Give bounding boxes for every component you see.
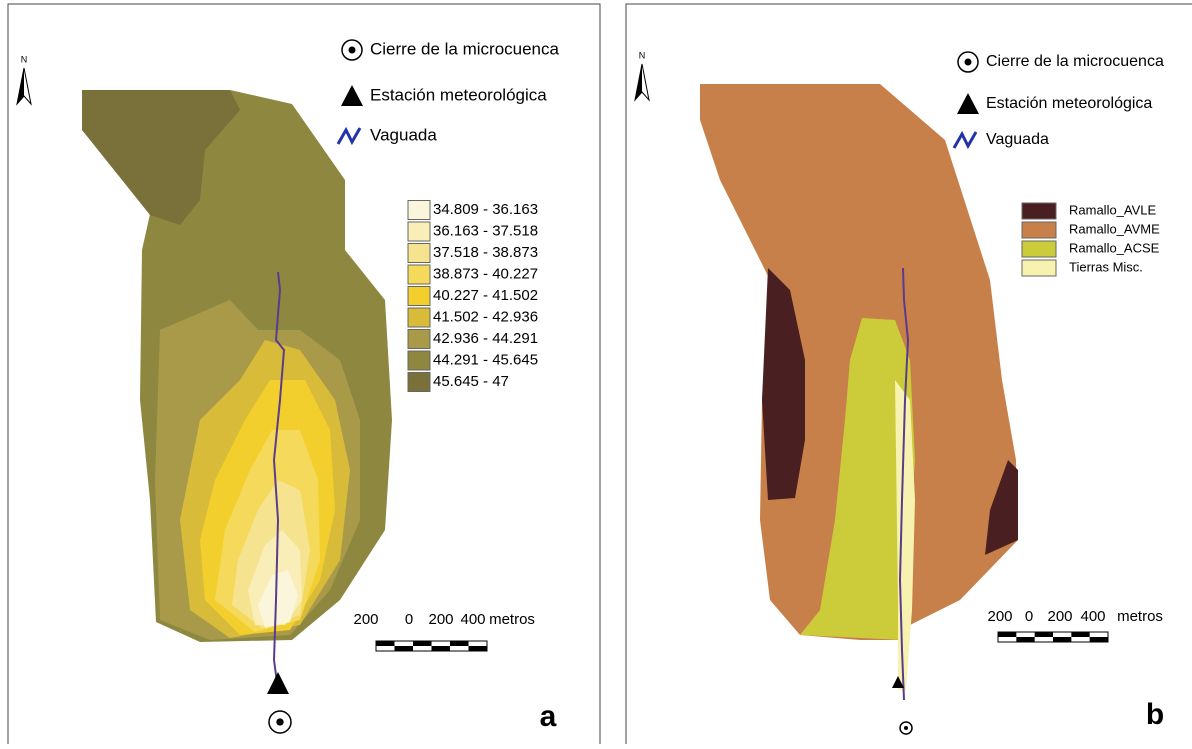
- legend-label: 37.518 - 38.873: [433, 244, 538, 261]
- legend-label: Estación meteorológica: [370, 85, 547, 104]
- thalweg-symbol: [336, 126, 362, 146]
- legend-swatch: [407, 200, 431, 220]
- legend-swatch: [407, 329, 431, 349]
- legend-swatch: [1021, 240, 1057, 258]
- closure-marker: [904, 726, 908, 730]
- legend-label: 42.936 - 44.291: [433, 330, 538, 347]
- scale-label: 200: [987, 608, 1012, 625]
- legend-label: Ramallo_AVME: [1069, 221, 1160, 236]
- station-marker: [892, 676, 904, 688]
- station-marker: [267, 672, 289, 694]
- station-symbol: [957, 93, 979, 114]
- legend-swatch: [407, 264, 431, 285]
- north-arrow: [17, 68, 24, 104]
- legend-label: Ramallo_ACSE: [1069, 240, 1160, 255]
- map-zone: [762, 268, 805, 500]
- closure-marker: [276, 718, 284, 726]
- legend-label: 41.502 - 42.936: [433, 308, 538, 325]
- legend-label: Tierras Misc.: [1069, 259, 1143, 274]
- legend-swatch: [407, 307, 431, 328]
- scale-bar: [1089, 637, 1108, 642]
- thalweg-symbol: [952, 130, 978, 150]
- legend-swatch: [407, 243, 431, 263]
- legend-swatch: [1021, 221, 1057, 239]
- legend-label: 36.163 - 37.518: [433, 222, 538, 239]
- scale-bar: [1034, 632, 1053, 637]
- legend-swatch: [1021, 259, 1057, 277]
- scale-label: 400: [1080, 608, 1105, 625]
- scale-bar: [450, 641, 469, 646]
- legend-label: 40.227 - 41.502: [433, 287, 538, 304]
- scale-bar: [413, 641, 432, 646]
- panel-letter: a: [540, 700, 557, 733]
- legend-label: 44.291 - 45.645: [433, 351, 538, 368]
- scale-label: 200: [428, 611, 453, 628]
- map-zone: [800, 318, 915, 640]
- scale-bar: [376, 641, 395, 646]
- legend-label: Cierre de la microcuenca: [986, 53, 1164, 70]
- legend-label: Cierre de la microcuenca: [370, 39, 560, 58]
- map-zone: [82, 90, 240, 225]
- closure-symbol: [964, 58, 972, 66]
- north-label: N: [21, 54, 28, 64]
- legend-label: Estación meteorológica: [986, 95, 1152, 112]
- scale-bar: [1016, 637, 1035, 642]
- north-arrow: [635, 64, 642, 100]
- panel-letter: b: [1146, 698, 1164, 731]
- legend-swatch: [1021, 202, 1057, 220]
- legend-label: 38.873 - 40.227: [433, 265, 538, 282]
- scale-label: 0: [405, 611, 413, 628]
- scale-label: 0: [1025, 608, 1033, 625]
- station-symbol: [341, 85, 363, 106]
- legend-label: 34.809 - 36.163: [433, 201, 538, 218]
- legend-swatch: [407, 286, 431, 306]
- map-zone: [985, 460, 1018, 555]
- scale-label: 200: [353, 611, 378, 628]
- scale-label: 200: [1047, 608, 1072, 625]
- scale-label: metros: [489, 611, 535, 628]
- legend-label: Vaguada: [370, 125, 437, 144]
- legend-label: Ramallo_AVLE: [1069, 202, 1157, 217]
- closure-symbol: [348, 46, 356, 54]
- legend-label: Vaguada: [986, 131, 1049, 148]
- scale-label: metros: [1117, 608, 1163, 625]
- scale-bar: [468, 646, 487, 651]
- north-label: N: [639, 50, 646, 60]
- scale-bar: [998, 632, 1017, 637]
- scale-bar: [1053, 637, 1072, 642]
- scale-label: 400: [460, 611, 485, 628]
- legend-swatch: [407, 372, 431, 392]
- legend-swatch: [407, 221, 431, 242]
- scale-bar: [394, 646, 413, 651]
- legend-label: 45.645 - 47: [433, 373, 509, 390]
- map-b: [700, 84, 1018, 701]
- scale-bar: [431, 646, 450, 651]
- map-zone: [258, 570, 298, 628]
- scale-bar: [1071, 632, 1090, 637]
- map-a: [82, 90, 392, 691]
- legend-swatch: [407, 350, 431, 371]
